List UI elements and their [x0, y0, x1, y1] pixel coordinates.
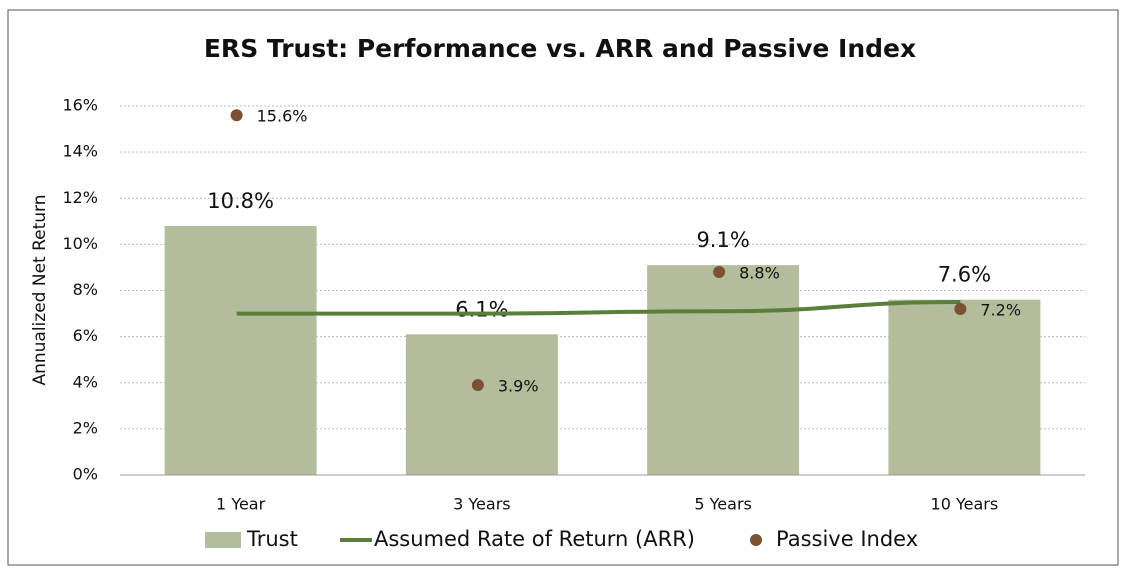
- bar-value-label: 9.1%: [696, 228, 749, 252]
- y-tick-label: 8%: [73, 280, 98, 299]
- y-tick-label: 6%: [73, 326, 98, 345]
- bar: [888, 299, 1041, 475]
- dot-value-label: 8.8%: [739, 264, 780, 283]
- x-tick-label: 5 Years: [694, 495, 751, 514]
- bar: [647, 265, 800, 475]
- x-tick-label: 1 Year: [216, 495, 266, 514]
- y-tick-label: 12%: [62, 188, 98, 207]
- y-tick-label: 10%: [62, 234, 98, 253]
- dot-value-label: 15.6%: [257, 107, 308, 126]
- bar-value-label: 6.1%: [455, 297, 508, 321]
- dot-value-label: 7.2%: [980, 300, 1021, 319]
- legend-label: Trust: [246, 527, 298, 551]
- x-tick-label: 10 Years: [931, 495, 999, 514]
- dot-value-label: 3.9%: [498, 377, 539, 396]
- passive-dot: [954, 302, 967, 315]
- y-axis-title: Annualized Net Return: [30, 194, 50, 385]
- bar-value-label: 7.6%: [938, 263, 991, 287]
- legend-label: Assumed Rate of Return (ARR): [374, 527, 695, 551]
- legend-swatch: [205, 532, 241, 548]
- legend-swatch: [750, 534, 762, 546]
- passive-dot: [230, 109, 243, 122]
- bar: [405, 334, 558, 475]
- y-tick-label: 16%: [62, 96, 98, 115]
- x-tick-label: 3 Years: [453, 495, 510, 514]
- passive-dot: [713, 266, 726, 279]
- y-tick-label: 4%: [73, 372, 98, 391]
- arr-line: [236, 300, 961, 316]
- chart-title: ERS Trust: Performance vs. ARR and Passi…: [204, 34, 916, 63]
- y-tick-label: 0%: [73, 465, 98, 484]
- y-tick-label: 2%: [73, 418, 98, 437]
- passive-dot: [471, 379, 484, 392]
- legend-label: Passive Index: [776, 527, 918, 551]
- bar-value-label: 10.8%: [207, 189, 274, 213]
- y-tick-label: 14%: [62, 142, 98, 161]
- bar: [164, 225, 317, 475]
